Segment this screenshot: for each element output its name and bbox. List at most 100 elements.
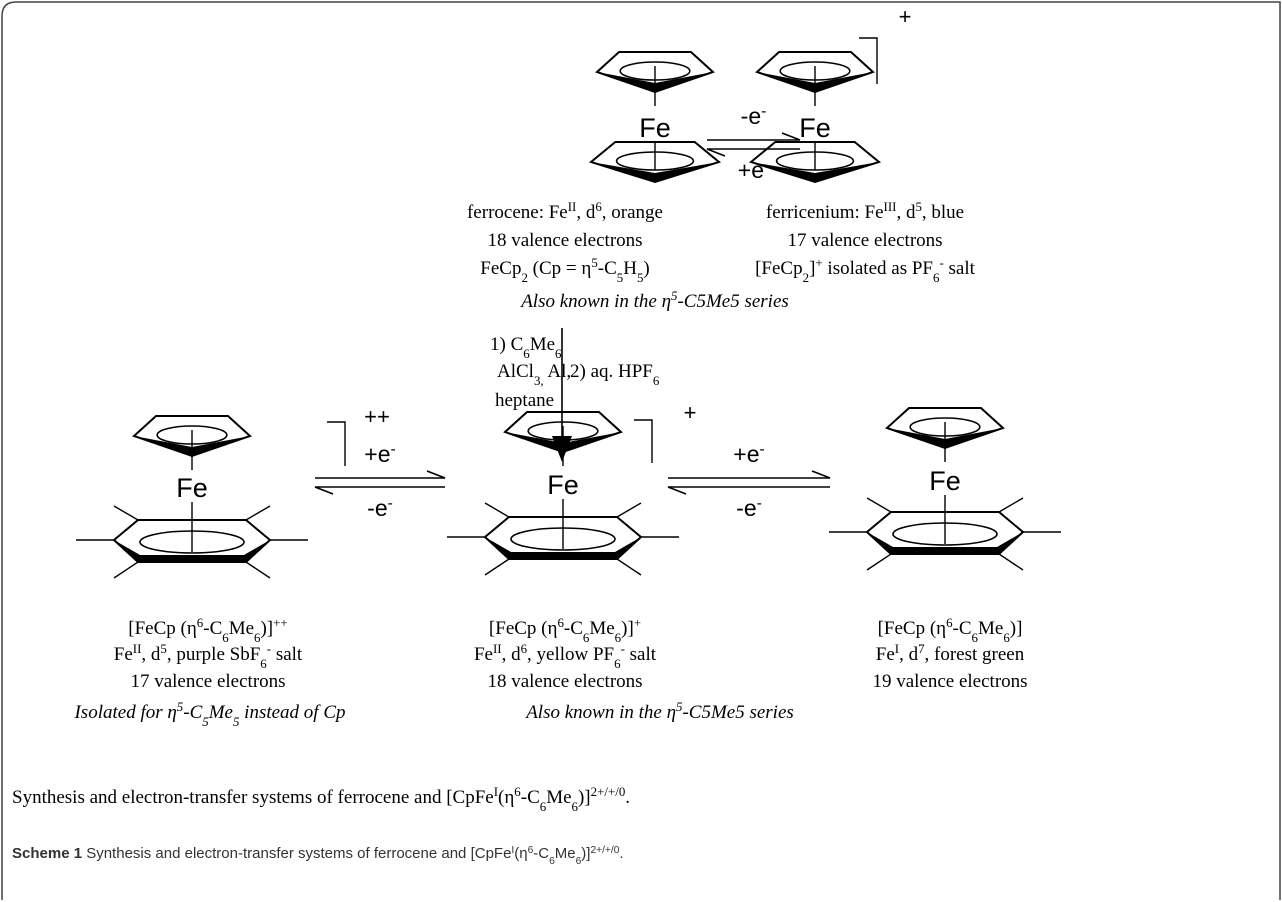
text-run: salt — [625, 644, 657, 665]
compound-label: [FeCp (η6-C6Me6)] — [878, 615, 1023, 645]
text-run: -C5Me5 series — [682, 702, 793, 723]
methyl — [866, 497, 892, 513]
methyl — [484, 502, 510, 518]
cp-ring — [503, 411, 623, 454]
text-run: 1) C — [490, 334, 523, 355]
text-run: AlCl — [497, 361, 534, 382]
superscript: 5 — [177, 699, 184, 714]
arrow-back — [706, 148, 800, 157]
subscript: 3, — [534, 373, 544, 388]
superscript: - — [621, 641, 625, 656]
text-run: -C5Me5 series — [677, 291, 788, 312]
superscript: I — [511, 845, 514, 856]
charge-bracket — [634, 419, 653, 463]
subscript: 6 — [583, 630, 590, 645]
charge-bracket — [859, 37, 878, 84]
compound-label: ferrocene: FeII, d6, orange — [467, 199, 663, 224]
arrow-forward — [707, 132, 801, 141]
subscript: 5 — [617, 270, 623, 285]
text-run: Synthesis and electron-transfer systems … — [82, 845, 511, 862]
reagent: AlCl3, Al, — [497, 361, 571, 388]
arrow-label: -e- — [736, 495, 762, 522]
text-run: Al, — [544, 361, 571, 382]
compound-label: FeI, d7, forest green — [876, 641, 1025, 666]
subscript: 6 — [653, 373, 660, 388]
methyl — [484, 558, 510, 576]
text-run: ] — [809, 258, 815, 279]
methyl — [113, 561, 139, 579]
text-run: Fe — [876, 644, 895, 665]
text-run: isolated as PF — [823, 258, 933, 279]
arrow-forward — [315, 470, 446, 479]
text-run: , yellow PF — [527, 644, 614, 665]
compound-label: 17 valence electrons — [787, 230, 942, 251]
text-run: FeCp — [480, 258, 521, 279]
superscript: II — [568, 199, 577, 214]
cp-ring — [885, 407, 1005, 450]
superscript: - — [757, 495, 762, 512]
cp-ring — [595, 51, 715, 94]
note: Isolated for η5-C5Me5 instead of Cp — [73, 699, 345, 729]
ring-front — [591, 162, 719, 182]
superscript: 5 — [671, 288, 678, 303]
subscript: 6 — [260, 656, 267, 671]
text-run: (η — [498, 787, 514, 808]
compound-label: [FeCp2]+ isolated as PF6- salt — [755, 255, 975, 285]
subscript: 6 — [1003, 630, 1010, 645]
text-run: [FeCp — [755, 258, 803, 279]
metal-label: Fe — [799, 113, 831, 143]
text-run: [FeCp (η — [489, 618, 558, 639]
text-run: , d — [899, 644, 919, 665]
arrow-label: -e- — [367, 495, 393, 522]
text-run: salt — [944, 258, 976, 279]
superscript: ++ — [273, 615, 288, 630]
text-run: 17 valence electrons — [130, 671, 285, 692]
cp-ring — [748, 141, 882, 184]
arrow-back — [314, 486, 445, 495]
superscript: 6 — [557, 615, 564, 630]
text-run: )] — [260, 618, 273, 639]
methyl — [616, 558, 642, 576]
text-run: ) — [643, 258, 649, 279]
superscript: 5 — [160, 641, 166, 656]
text-run: Fe — [474, 644, 493, 665]
footer-label: Scheme 1 — [12, 845, 82, 862]
text-run: -e — [367, 495, 387, 521]
subscript: 5 — [233, 714, 240, 729]
caption: Synthesis and electron-transfer systems … — [12, 784, 630, 814]
metal-label: Fe — [929, 466, 961, 496]
text-run: , purple SbF — [167, 644, 260, 665]
methyl — [245, 505, 271, 521]
subscript: 6 — [523, 346, 530, 361]
reagent: 2) aq. HPF6 — [570, 361, 660, 388]
subscript: 6 — [933, 270, 940, 285]
arrow-label: -e- — [741, 103, 767, 130]
superscript: - — [388, 495, 393, 512]
superscript: 5 — [676, 699, 683, 714]
text-run: . — [625, 787, 630, 808]
ring-front — [867, 532, 1023, 554]
subscript: 5 — [637, 270, 643, 285]
text-run: salt — [271, 644, 303, 665]
ring-front — [485, 537, 641, 559]
text-run: (η — [514, 845, 527, 862]
text-run: Isolated for η — [73, 702, 176, 723]
text-run: +e — [738, 157, 764, 183]
subscript: 6 — [576, 856, 582, 867]
text-run: Also known in the η — [524, 702, 676, 723]
text-run: +e — [364, 441, 390, 467]
cp-ring — [755, 51, 875, 94]
metal-label: Fe — [176, 473, 208, 503]
text-run: Me — [555, 845, 576, 862]
compound-label: FeCp2 (Cp = η5-C5H5) — [480, 255, 649, 285]
subscript: 6 — [972, 630, 979, 645]
arrow-head — [552, 436, 572, 462]
superscript: + — [634, 615, 641, 630]
text-run: )] — [1010, 618, 1023, 639]
text-run: )] — [581, 845, 590, 862]
text-run: [FeCp (η — [128, 618, 197, 639]
compound-label: 17 valence electrons — [130, 671, 285, 692]
text-run: ferricenium: Fe — [766, 202, 884, 223]
text-run: , forest green — [925, 644, 1025, 665]
compound-label: [FeCp (η6-C6Me6)]+ — [489, 615, 641, 645]
